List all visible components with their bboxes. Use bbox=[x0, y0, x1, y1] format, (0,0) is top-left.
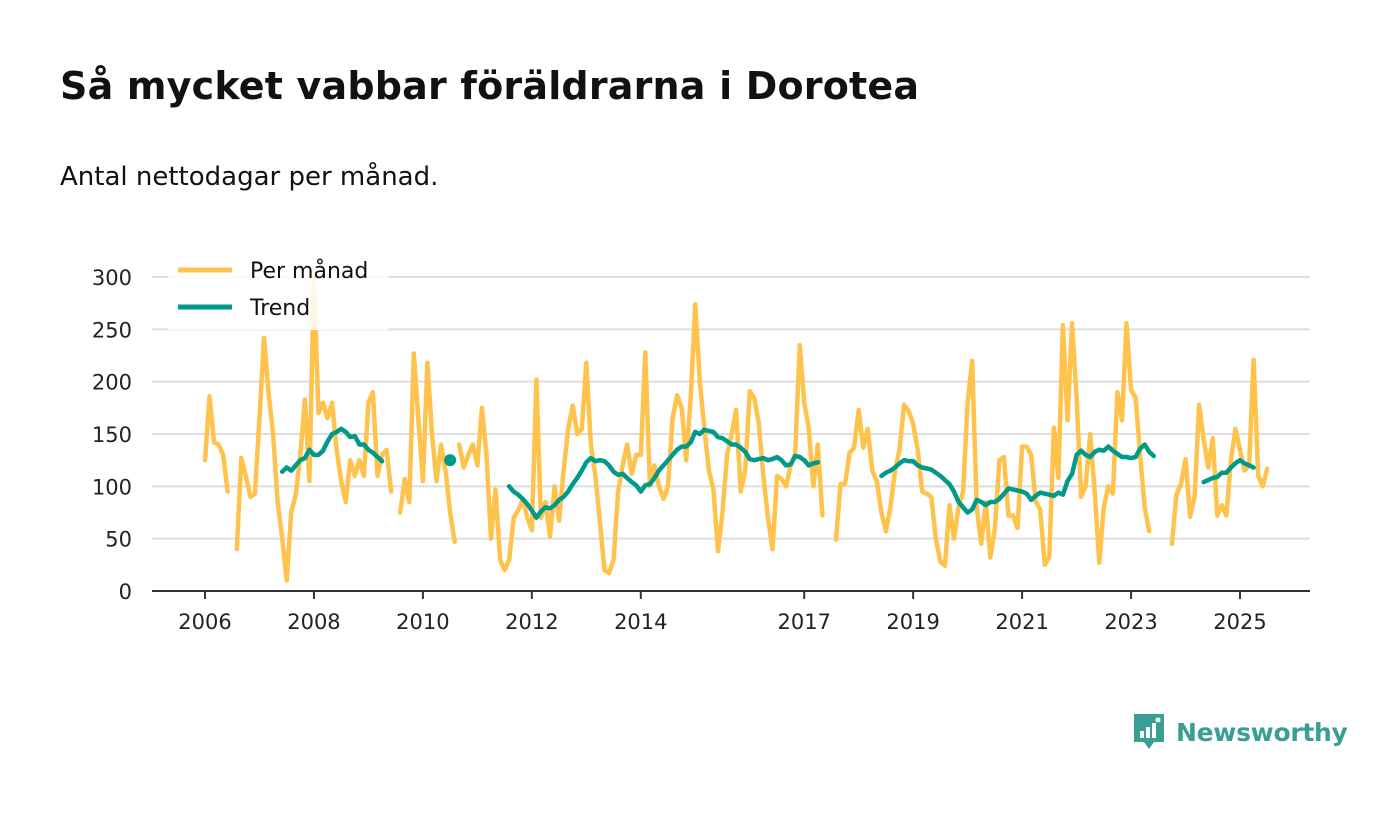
x-tick-label-2006: 2006 bbox=[178, 610, 231, 634]
y-tick-label-250: 250 bbox=[92, 318, 132, 342]
series-lines bbox=[202, 274, 1270, 583]
x-tick-label-2021: 2021 bbox=[995, 610, 1048, 634]
x-tick-label-2017: 2017 bbox=[777, 610, 830, 634]
legend: Per månad Trend bbox=[168, 250, 388, 330]
x-tick-label-2014: 2014 bbox=[614, 610, 667, 634]
series-per-manad-segment-2 bbox=[397, 351, 457, 545]
x-tick-label-2008: 2008 bbox=[287, 610, 340, 634]
y-axis-ticks: 0 50 100 150 200 250 300 bbox=[92, 266, 132, 604]
x-tick-label-2010: 2010 bbox=[396, 610, 449, 634]
series-per-manad-segment-0 bbox=[202, 394, 230, 494]
y-tick-label-100: 100 bbox=[92, 475, 132, 499]
brand-name: Newsworthy bbox=[1176, 717, 1348, 747]
y-tick-label-150: 150 bbox=[92, 423, 132, 447]
brand-logo[interactable]: Newsworthy bbox=[1132, 712, 1348, 752]
x-tick-label-2019: 2019 bbox=[886, 610, 939, 634]
y-tick-label-0: 0 bbox=[119, 580, 132, 604]
chart-subtitle: Antal nettodagar per månad. bbox=[60, 162, 439, 192]
x-tick-label-2012: 2012 bbox=[505, 610, 558, 634]
series-per-manad-segment-5 bbox=[1169, 357, 1270, 547]
series-per-manad-segment-4 bbox=[833, 320, 1152, 569]
series-trend-segment-4 bbox=[1201, 457, 1256, 485]
newsworthy-icon bbox=[1134, 714, 1164, 749]
legend-label-per-manad: Per månad bbox=[250, 258, 368, 284]
series-per-manad-segment-3 bbox=[456, 301, 825, 576]
chart-title: Så mycket vabbar föräldrarna i Dorotea bbox=[60, 64, 920, 108]
legend-background bbox=[168, 250, 388, 330]
x-axis-ticks: 2006 2008 2010 2012 2014 2017 2019 2021 2023 2025 bbox=[178, 591, 1267, 634]
legend-label-trend: Trend bbox=[249, 296, 310, 321]
y-tick-label-50: 50 bbox=[105, 528, 132, 552]
x-tick-label-2025: 2025 bbox=[1213, 610, 1266, 634]
y-tick-label-200: 200 bbox=[92, 371, 132, 395]
x-tick-label-2023: 2023 bbox=[1104, 610, 1157, 634]
series-trend-segment-3 bbox=[879, 442, 1157, 515]
y-tick-label-300: 300 bbox=[92, 266, 132, 290]
series-trend-point-1 bbox=[444, 454, 457, 467]
series-trend-segment-0 bbox=[279, 426, 385, 474]
series-trend-segment-2 bbox=[506, 427, 821, 520]
